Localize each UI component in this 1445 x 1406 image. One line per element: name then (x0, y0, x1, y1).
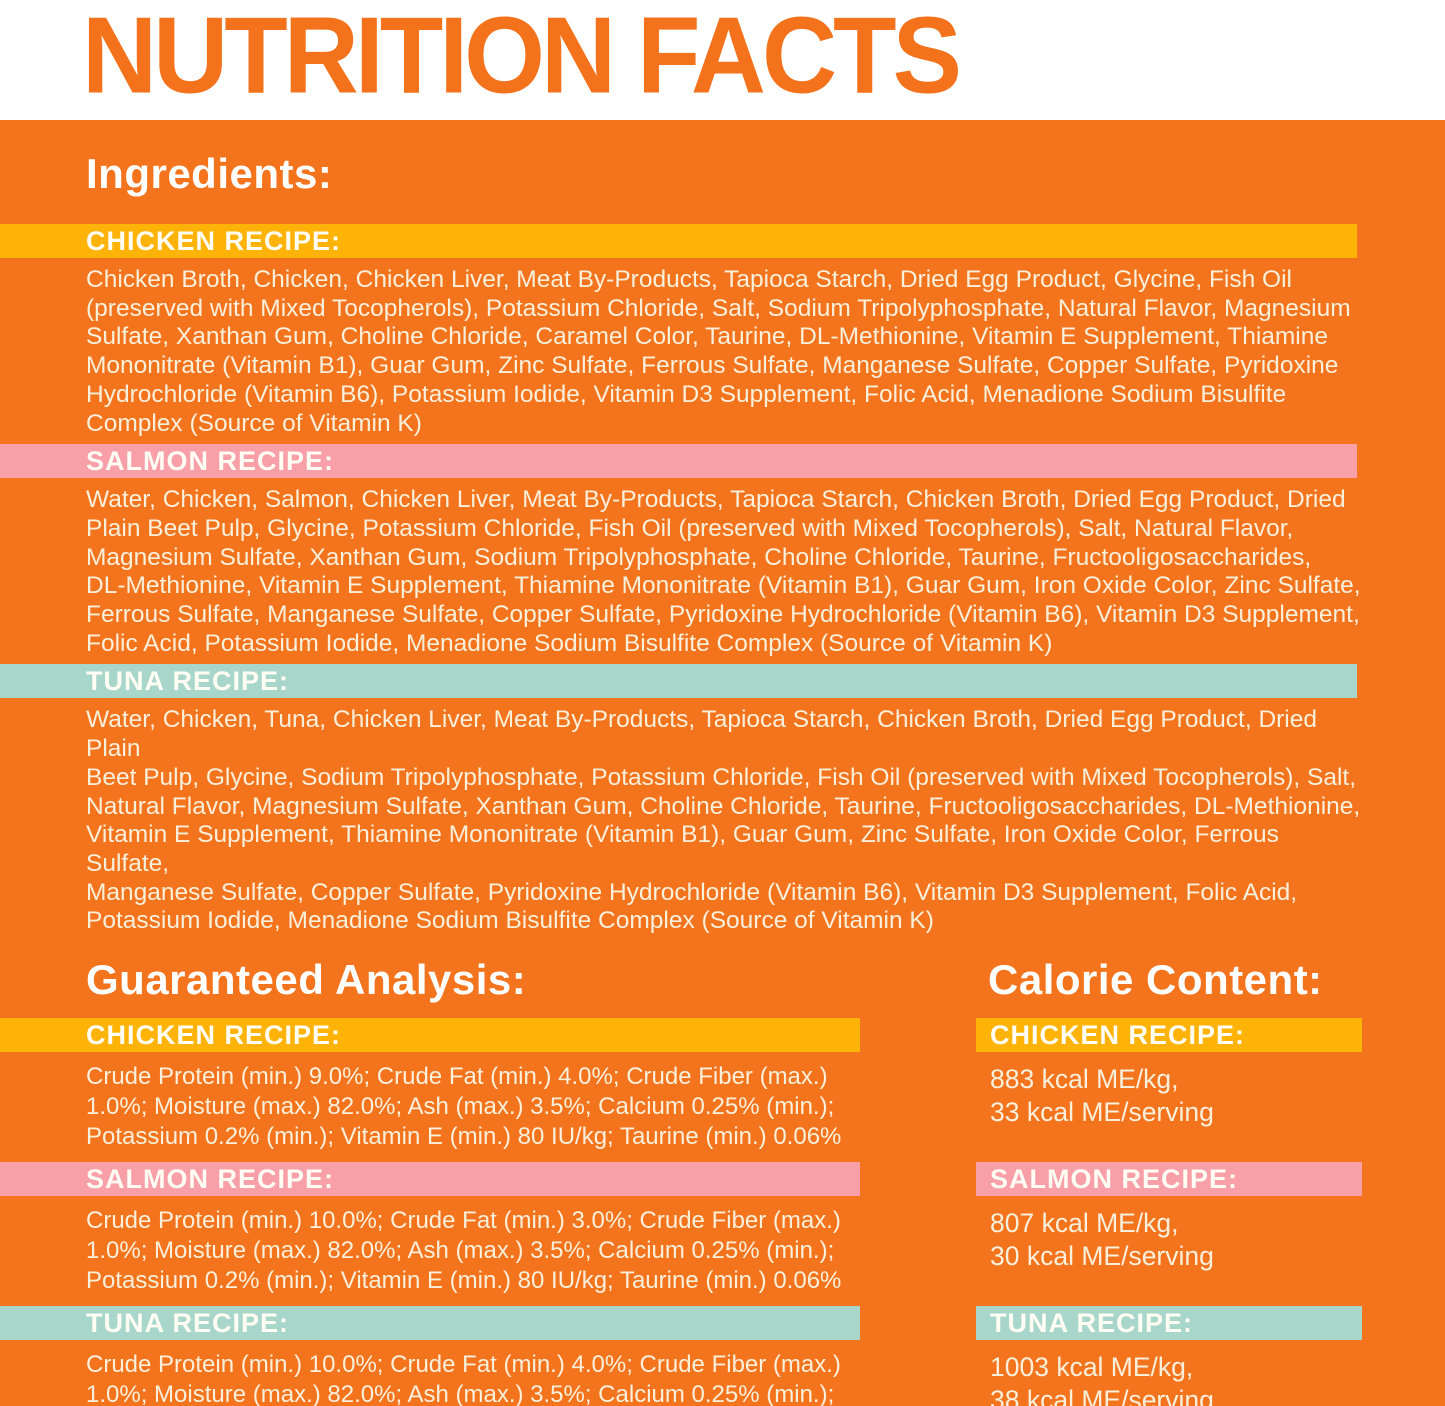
cc-chicken-band: CHICKEN RECIPE: (976, 1018, 1362, 1053)
ga-chicken-label: CHICKEN RECIPE: (86, 1019, 342, 1050)
ga-tuna-row: TUNA RECIPE: Crude Protein (min.) 10.0%;… (0, 1306, 860, 1406)
label-body: Ingredients: CHICKEN RECIPE: Chicken Bro… (0, 120, 1445, 1406)
ingredients-tuna-label: TUNA RECIPE: (86, 665, 290, 696)
ga-chicken-row: CHICKEN RECIPE: Crude Protein (min.) 9.0… (0, 1018, 860, 1162)
label-header: NUTRITION FACTS (0, 0, 1445, 120)
ga-tuna-band: TUNA RECIPE: (0, 1306, 860, 1341)
ga-salmon-label: SALMON RECIPE: (86, 1163, 335, 1194)
ga-tuna-text: Crude Protein (min.) 10.0%; Crude Fat (m… (86, 1351, 841, 1406)
ingredients-salmon-band: SALMON RECIPE: (0, 444, 1357, 479)
calorie-content-column: Calorie Content: CHICKEN RECIPE: 883 kca… (976, 956, 1396, 1406)
ga-salmon-text: Crude Protein (min.) 10.0%; Crude Fat (m… (86, 1207, 842, 1295)
ingredients-tuna-band: TUNA RECIPE: (0, 664, 1357, 699)
ingredients-tuna-text: Water, Chicken, Tuna, Chicken Liver, Mea… (86, 706, 1361, 935)
ingredients-chicken-label: CHICKEN RECIPE: (86, 225, 342, 256)
cc-tuna-text: 1003 kcal ME/kg, 38 kcal ME/serving (990, 1352, 1214, 1406)
cc-salmon-text: 807 kcal ME/kg, 30 kcal ME/serving (990, 1208, 1214, 1272)
cc-tuna-label: TUNA RECIPE: (990, 1307, 1194, 1338)
page-title: NUTRITION FACTS (82, 0, 962, 117)
cc-chicken-text: 883 kcal ME/kg, 33 kcal ME/serving (990, 1064, 1214, 1128)
ingredients-heading: Ingredients: (86, 150, 333, 197)
cc-tuna-row: TUNA RECIPE: 1003 kcal ME/kg, 38 kcal ME… (976, 1306, 1396, 1406)
ga-tuna-label: TUNA RECIPE: (86, 1307, 290, 1338)
cc-chicken-label: CHICKEN RECIPE: (990, 1019, 1246, 1050)
cc-salmon-band: SALMON RECIPE: (976, 1162, 1362, 1197)
calorie-content-heading: Calorie Content: (988, 956, 1323, 1004)
ingredients-salmon-label: SALMON RECIPE: (86, 445, 335, 476)
ingredients-salmon-text: Water, Chicken, Salmon, Chicken Liver, M… (86, 486, 1361, 657)
cc-chicken-row: CHICKEN RECIPE: 883 kcal ME/kg, 33 kcal … (976, 1018, 1396, 1162)
ga-salmon-band: SALMON RECIPE: (0, 1162, 860, 1197)
ga-chicken-band: CHICKEN RECIPE: (0, 1018, 860, 1053)
ingredients-chicken-band: CHICKEN RECIPE: (0, 224, 1357, 258)
ga-chicken-text: Crude Protein (min.) 9.0%; Crude Fat (mi… (86, 1063, 842, 1151)
guaranteed-analysis-heading: Guaranteed Analysis: (86, 956, 527, 1004)
cc-salmon-label: SALMON RECIPE: (990, 1163, 1239, 1194)
cc-salmon-row: SALMON RECIPE: 807 kcal ME/kg, 30 kcal M… (976, 1162, 1396, 1306)
ingredients-chicken-text: Chicken Broth, Chicken, Chicken Liver, M… (86, 266, 1351, 437)
ga-salmon-row: SALMON RECIPE: Crude Protein (min.) 10.0… (0, 1162, 860, 1306)
guaranteed-analysis-column: Guaranteed Analysis: CHICKEN RECIPE: Cru… (0, 956, 860, 1406)
analysis-calorie-columns: Guaranteed Analysis: CHICKEN RECIPE: Cru… (0, 956, 1445, 1406)
cc-tuna-band: TUNA RECIPE: (976, 1306, 1362, 1341)
